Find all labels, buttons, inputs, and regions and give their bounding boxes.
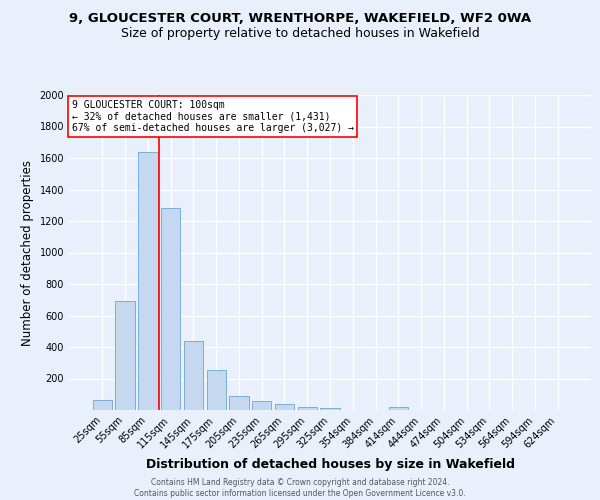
Bar <box>275 404 294 410</box>
Bar <box>252 402 271 410</box>
Bar <box>138 152 158 410</box>
Y-axis label: Number of detached properties: Number of detached properties <box>21 160 34 346</box>
Bar <box>161 208 181 410</box>
Bar <box>229 396 248 410</box>
Bar <box>184 340 203 410</box>
Bar <box>389 407 408 410</box>
Text: Contains HM Land Registry data © Crown copyright and database right 2024.
Contai: Contains HM Land Registry data © Crown c… <box>134 478 466 498</box>
Text: Size of property relative to detached houses in Wakefield: Size of property relative to detached ho… <box>121 28 479 40</box>
Bar <box>298 406 317 410</box>
X-axis label: Distribution of detached houses by size in Wakefield: Distribution of detached houses by size … <box>146 458 515 471</box>
Bar <box>206 370 226 410</box>
Bar <box>115 300 135 410</box>
Text: 9 GLOUCESTER COURT: 100sqm
← 32% of detached houses are smaller (1,431)
67% of s: 9 GLOUCESTER COURT: 100sqm ← 32% of deta… <box>71 100 353 133</box>
Text: 9, GLOUCESTER COURT, WRENTHORPE, WAKEFIELD, WF2 0WA: 9, GLOUCESTER COURT, WRENTHORPE, WAKEFIE… <box>69 12 531 26</box>
Bar <box>93 400 112 410</box>
Bar <box>320 408 340 410</box>
